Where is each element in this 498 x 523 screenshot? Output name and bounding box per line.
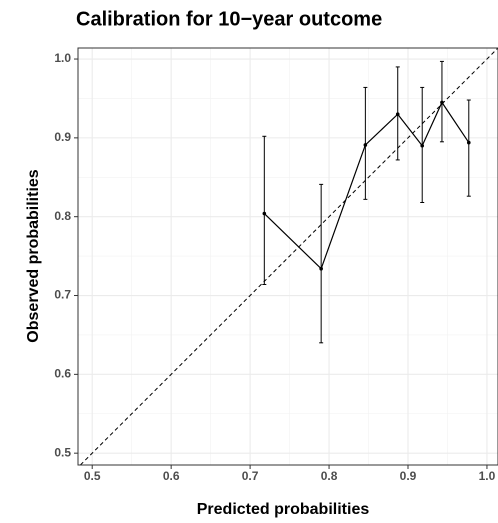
panel-border (77, 47, 498, 466)
chart-title: Calibration for 10−year outcome (76, 8, 382, 30)
y-tick-label: 0.8 (54, 209, 71, 223)
y-axis-title: Observed probabilities (25, 169, 42, 342)
plot-area (78, 48, 498, 465)
point (319, 266, 323, 271)
x-tick-label: 0.7 (242, 469, 259, 483)
y-tick-label: 0.6 (54, 367, 71, 381)
point (466, 140, 471, 145)
point (363, 143, 368, 147)
panel (78, 48, 498, 465)
x-tick-label: 0.8 (321, 469, 338, 483)
y-tick-label: 0.7 (54, 288, 71, 302)
point (395, 112, 400, 117)
x-axis-title: Predicted probabilities (197, 501, 370, 518)
point (420, 143, 425, 148)
x-tick-label: 0.9 (400, 469, 417, 483)
x-tick-label: 1.0 (479, 469, 496, 483)
y-tick-label: 0.9 (54, 130, 71, 144)
y-tick-label: 1.0 (54, 51, 71, 65)
point (262, 211, 267, 216)
reference-line (80, 48, 498, 465)
x-tick-label: 0.6 (163, 469, 180, 483)
y-tick-label: 0.5 (54, 445, 71, 459)
x-tick-label: 0.5 (84, 469, 101, 483)
point (440, 100, 444, 105)
